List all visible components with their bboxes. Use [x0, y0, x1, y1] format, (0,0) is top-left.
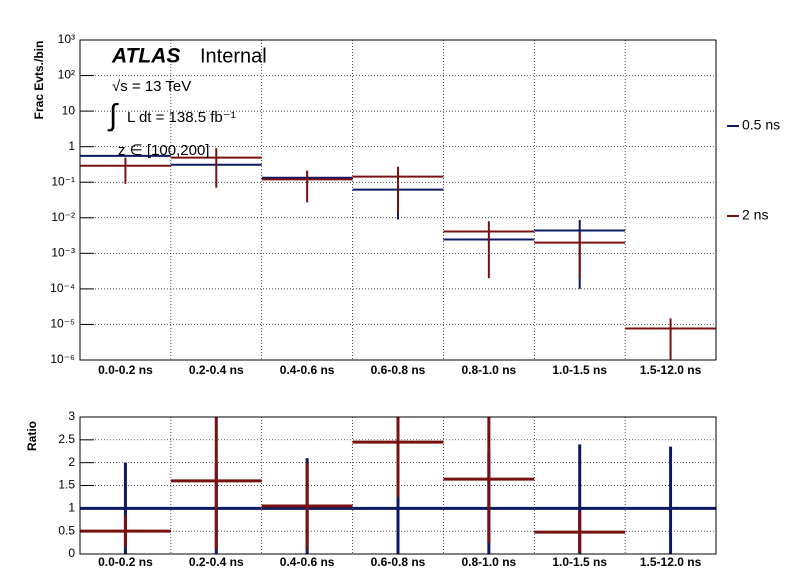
- frame: [79, 39, 717, 361]
- legend-label: 0.5 ns: [742, 117, 780, 133]
- annotation: √s = 13 TeV: [112, 78, 191, 95]
- y-tick-label: 10²: [58, 68, 75, 82]
- x-tick-label: 0.4-0.6 ns: [280, 363, 335, 377]
- x-tick-label: 0.0-0.2 ns: [98, 555, 153, 569]
- x-tick-label: 0.0-0.2 ns: [98, 363, 153, 377]
- y-tick-label: 1: [68, 139, 75, 153]
- x-tick-label: 1.0-1.5 ns: [552, 555, 607, 569]
- y-tick-label: 10⁻²: [51, 210, 75, 224]
- y-tick-label: 0.5: [58, 523, 75, 537]
- x-tick-label: 1.0-1.5 ns: [552, 363, 607, 377]
- x-tick-label: 0.8-1.0 ns: [462, 363, 517, 377]
- x-tick-label: 0.2-0.4 ns: [189, 363, 244, 377]
- x-tick-label: 0.8-1.0 ns: [462, 555, 517, 569]
- y-tick-label: 1: [68, 501, 75, 515]
- plot-area: [80, 148, 716, 360]
- frame: [79, 416, 717, 555]
- y-tick-label: 2.5: [58, 432, 75, 446]
- y-tick-label: 2: [68, 455, 75, 469]
- y-tick-label: 3: [68, 409, 75, 423]
- x-tick-label: 1.5-12.0 ns: [640, 363, 702, 377]
- y-tick-label: 10³: [58, 32, 75, 46]
- annotation: z ∈ [100,200]: [118, 142, 209, 159]
- x-tick-label: 1.5-12.0 ns: [640, 555, 702, 569]
- x-tick-label: 0.2-0.4 ns: [189, 555, 244, 569]
- y-tick-label: 10⁻¹: [51, 174, 75, 188]
- y-axis-label: Ratio: [25, 421, 39, 451]
- x-tick-label: 0.6-0.8 ns: [371, 363, 426, 377]
- annotation: Internal: [200, 45, 267, 67]
- plot-area: [80, 417, 716, 554]
- y-tick-label: 0: [68, 546, 75, 560]
- x-tick-label: 0.6-0.8 ns: [371, 555, 426, 569]
- y-axis-label: Frac Evts./bin: [32, 41, 46, 120]
- y-tick-label: 10⁻⁵: [50, 317, 75, 331]
- y-tick-label: 10⁻⁴: [50, 281, 75, 295]
- annotation: ∫: [107, 99, 119, 132]
- annotation: ATLAS: [111, 45, 180, 68]
- annotation: L dt = 138.5 fb⁻¹: [127, 109, 236, 126]
- y-tick-label: 10⁻³: [51, 246, 75, 260]
- y-tick-label: 10⁻⁶: [50, 352, 75, 366]
- y-tick-label: 10: [62, 103, 76, 117]
- y-tick-label: 1.5: [58, 478, 75, 492]
- legend-label: 2 ns: [742, 207, 768, 223]
- x-tick-label: 0.4-0.6 ns: [280, 555, 335, 569]
